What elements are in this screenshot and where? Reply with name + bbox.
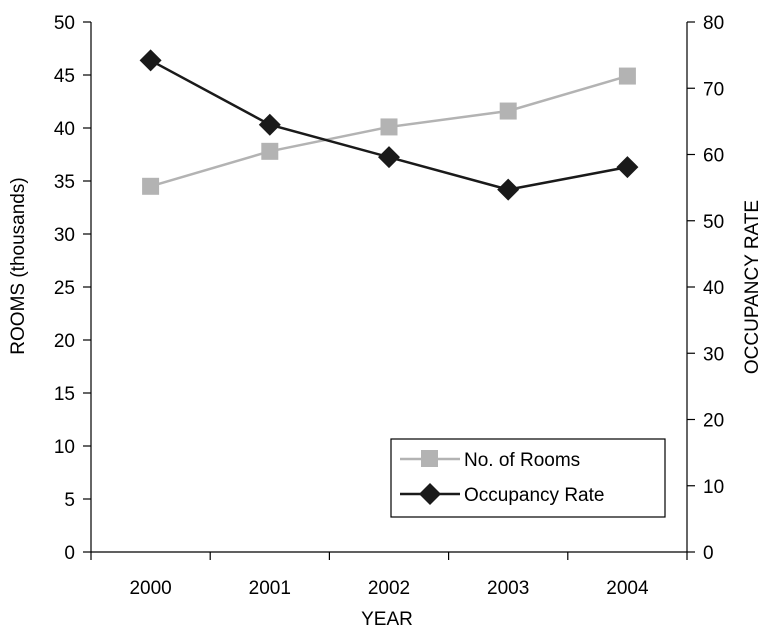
x-tick-label: 2001 xyxy=(249,578,291,599)
data-point-occupancy-rate xyxy=(139,49,162,72)
right-y-tick-label: 50 xyxy=(703,212,724,233)
x-tick-label: 2002 xyxy=(368,578,410,599)
left-y-tick-label: 30 xyxy=(54,225,75,246)
data-point-occupancy-rate xyxy=(497,178,520,201)
right-y-tick-label: 20 xyxy=(703,411,724,432)
x-axis-ticks: 2000 2001 2002 2003 2004 xyxy=(90,552,688,599)
x-tick-label: 2000 xyxy=(129,578,171,599)
x-tick-label: 2003 xyxy=(487,578,529,599)
left-y-tick-label: 15 xyxy=(54,384,75,405)
right-y-tick-label: 10 xyxy=(703,477,724,498)
left-y-tick-label: 0 xyxy=(64,543,75,564)
data-point-no-of-rooms xyxy=(618,67,636,85)
left-y-tick-label: 20 xyxy=(54,331,75,352)
data-point-no-of-rooms xyxy=(261,142,279,160)
left-y-tick-label: 40 xyxy=(54,119,75,140)
right-y-tick-label: 30 xyxy=(703,344,724,365)
legend-marker-occupancy xyxy=(419,483,441,505)
left-y-tick-label: 35 xyxy=(54,172,75,193)
left-y-tick-label: 5 xyxy=(64,490,75,511)
legend: No. of Rooms Occupancy Rate xyxy=(390,438,666,518)
right-y-tick-label: 80 xyxy=(703,13,724,34)
legend-marker-rooms xyxy=(421,450,438,467)
right-y-tick-label: 60 xyxy=(703,146,724,167)
data-point-no-of-rooms xyxy=(499,102,517,120)
data-point-no-of-rooms xyxy=(380,118,398,136)
left-y-axis-ticks: 0 5 10 15 20 25 30 35 40 45 50 xyxy=(54,13,91,564)
right-y-tick-label: 40 xyxy=(703,278,724,299)
right-y-tick-label: 0 xyxy=(703,543,714,564)
left-y-axis-title: ROOMS (thousands) xyxy=(8,177,29,354)
legend-label-occupancy: Occupancy Rate xyxy=(464,485,604,506)
x-tick-label: 2004 xyxy=(606,578,649,599)
data-point-occupancy-rate xyxy=(378,146,400,169)
right-y-axis-ticks: 0 10 20 30 40 50 60 70 80 xyxy=(687,13,724,564)
legend-label-rooms: No. of Rooms xyxy=(464,450,580,471)
data-point-occupancy-rate xyxy=(258,113,281,136)
left-y-tick-label: 45 xyxy=(54,66,75,87)
right-y-tick-label: 70 xyxy=(703,79,724,100)
left-y-tick-label: 25 xyxy=(54,278,75,299)
left-y-tick-label: 10 xyxy=(54,437,75,458)
data-point-no-of-rooms xyxy=(142,177,160,195)
left-y-tick-label: 50 xyxy=(54,13,75,34)
right-y-axis-title: OCCUPANCY RATE xyxy=(742,200,763,374)
data-point-occupancy-rate xyxy=(616,156,639,179)
series-layer xyxy=(139,49,639,201)
x-axis-title: YEAR xyxy=(361,609,413,630)
